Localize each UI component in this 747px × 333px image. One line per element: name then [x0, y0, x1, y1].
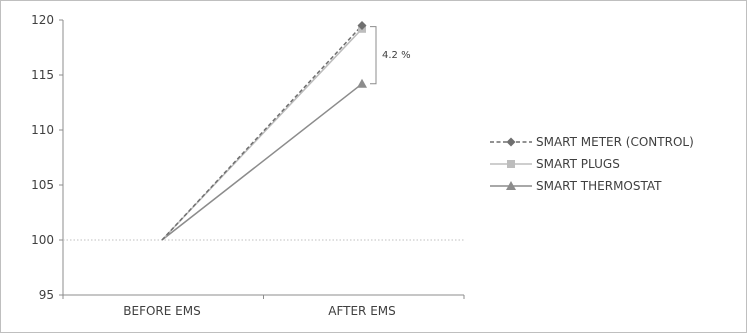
annotation-bracket [370, 26, 377, 85]
y-tick-label: 110 [31, 123, 54, 137]
x-tick-label: AFTER EMS [328, 304, 396, 318]
y-tick-label: 120 [31, 13, 54, 27]
series-line-smart-thermostat [161, 83, 363, 241]
y-axis: 95 100 105 110 115 120 [31, 13, 64, 302]
legend-label: SMART THERMOSTAT [536, 179, 662, 193]
y-tick-label: 95 [39, 288, 54, 302]
legend-label: SMART METER (CONTROL) [536, 135, 694, 149]
legend: SMART METER (CONTROL) SMART PLUGS SMART TH… [490, 135, 694, 193]
legend-label: SMART PLUGS [536, 157, 620, 171]
legend-marker [506, 181, 516, 190]
series-line-smart-meter-control- [161, 24, 363, 241]
x-axis: BEFORE EMS AFTER EMS [62, 294, 465, 318]
data-point-marker [357, 21, 367, 30]
legend-marker [506, 137, 516, 147]
y-tick-label: 100 [31, 233, 54, 247]
difference-annotation: 4.2 % [370, 26, 411, 85]
x-tick-label: BEFORE EMS [123, 304, 200, 318]
data-point-marker [357, 78, 367, 88]
annotation-label: 4.2 % [382, 50, 411, 61]
y-tick-label: 115 [31, 68, 54, 82]
legend-marker [507, 160, 515, 168]
y-tick-label: 105 [31, 178, 54, 192]
series-group [161, 21, 367, 241]
series-line-smart-plugs [161, 28, 363, 241]
